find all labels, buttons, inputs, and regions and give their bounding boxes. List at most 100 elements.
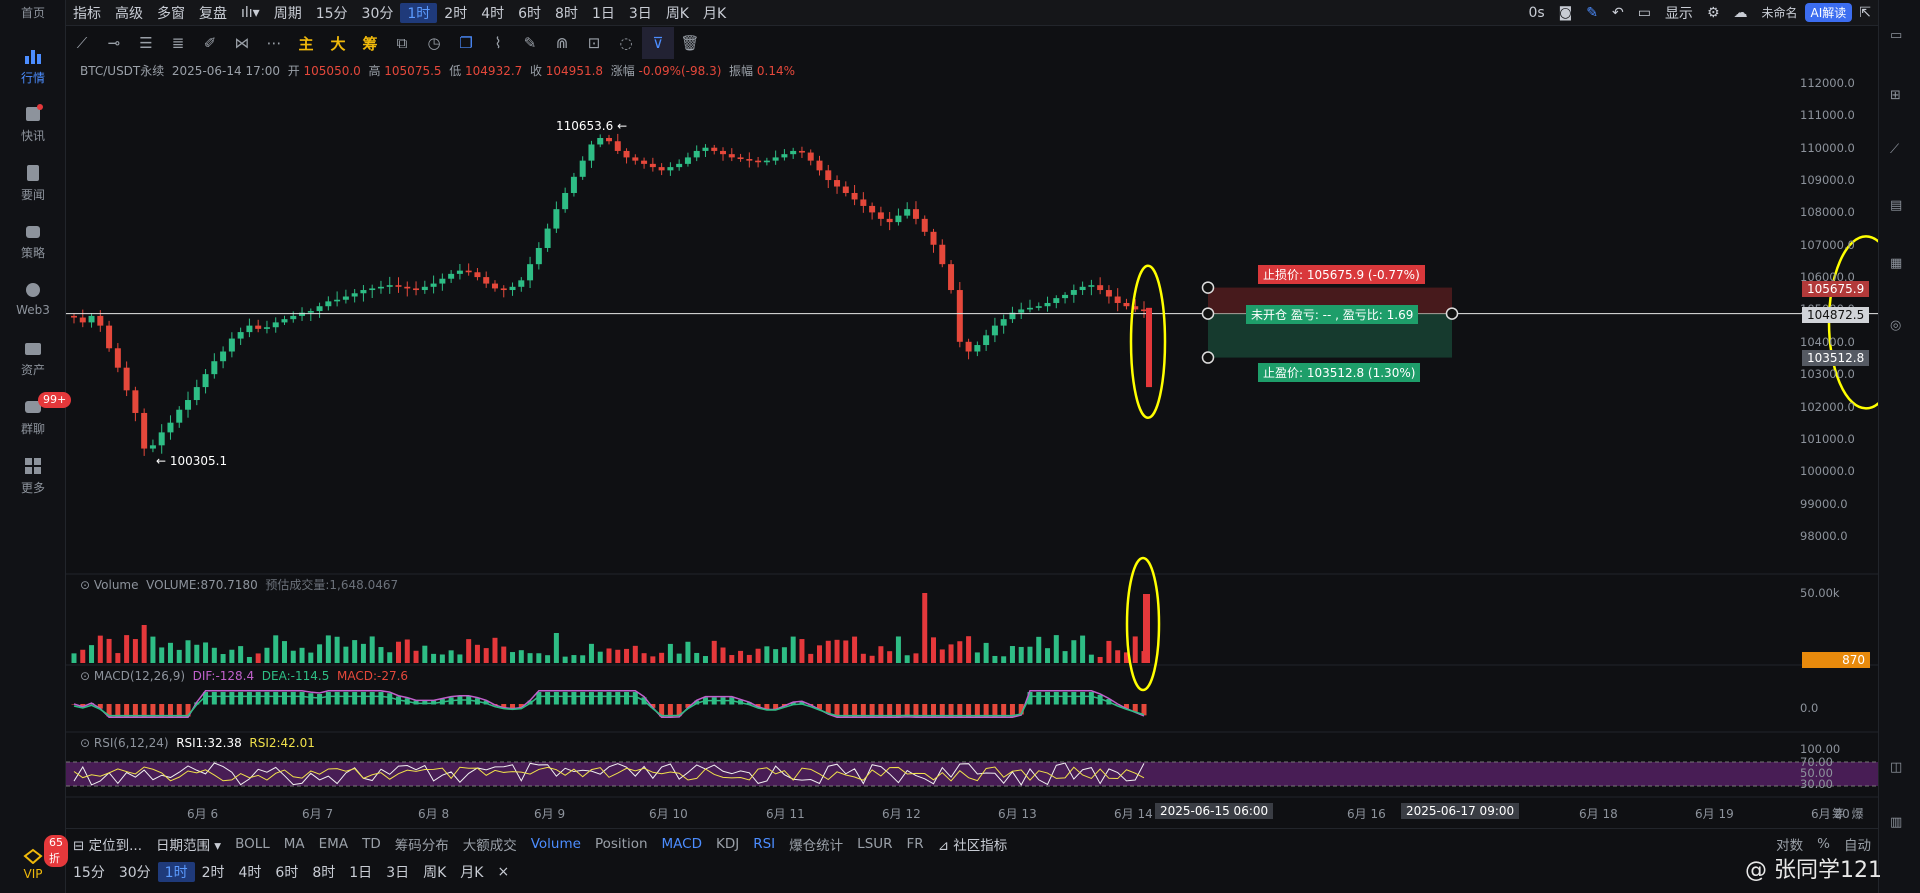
camera-icon[interactable]: ◙ xyxy=(1558,4,1573,21)
tfbar-30m[interactable]: 30分 xyxy=(118,865,151,881)
ai-interpret-button[interactable]: AI解读 xyxy=(1804,3,1853,22)
filter-icon[interactable]: ⊽ xyxy=(642,27,674,59)
community-indicator-button[interactable]: ⊿ 社区指标 xyxy=(937,837,1008,854)
sidebar-stats-icon[interactable]: ▤ xyxy=(1890,198,1903,213)
ruler-icon[interactable]: ⌇ xyxy=(494,34,502,52)
tf-1M[interactable]: 月K xyxy=(703,5,727,22)
ind-macd[interactable]: MACD xyxy=(661,835,702,852)
topbar-replay[interactable]: 复盘 xyxy=(199,5,227,22)
eraser-icon[interactable]: ✎ xyxy=(523,34,537,52)
settings-icon[interactable]: ⚙ xyxy=(1706,4,1720,21)
share-icon[interactable]: ⇱ xyxy=(1859,4,1871,21)
chart-area[interactable] xyxy=(66,0,1878,893)
tfbar-1h[interactable]: 1时 xyxy=(157,862,195,882)
tfbar-1d[interactable]: 1日 xyxy=(349,865,373,881)
ind-ema[interactable]: EMA xyxy=(318,835,349,852)
sidebar-trend-icon[interactable]: ⟋ xyxy=(1890,142,1900,157)
tf-1h[interactable]: 1时 xyxy=(400,2,438,23)
tf-30m[interactable]: 30分 xyxy=(361,5,394,22)
cloud-icon[interactable]: ☁ xyxy=(1733,4,1748,21)
tfbar-close-button[interactable]: × xyxy=(497,864,510,880)
display-button[interactable]: 显示 xyxy=(1664,5,1693,22)
topbar-advanced[interactable]: 高级 xyxy=(115,5,143,22)
sidebar-panel-icon[interactable]: ▦ xyxy=(1890,256,1903,271)
trendline-icon[interactable]: ⟋ xyxy=(76,34,88,52)
trash-icon[interactable]: 🗑 xyxy=(680,34,700,52)
nav-home[interactable]: 首页 xyxy=(0,4,66,21)
tf-4h[interactable]: 4时 xyxy=(481,5,505,22)
pen-icon[interactable]: ✎ xyxy=(1586,4,1598,21)
ind-big-trade[interactable]: 大额成交 xyxy=(462,837,517,854)
ind-rsi[interactable]: RSI xyxy=(753,835,776,852)
big-indicator-button[interactable]: 大 xyxy=(330,34,346,53)
pattern-icon[interactable]: ⋈ xyxy=(234,34,250,52)
alarm-icon[interactable]: ◷ xyxy=(427,34,441,52)
ind-kdj[interactable]: KDJ xyxy=(716,835,740,852)
ind-liquidation[interactable]: 爆仓统计 xyxy=(789,837,844,854)
sidebar-window-icon[interactable]: ▭ xyxy=(1890,28,1903,43)
tfbar-4h[interactable]: 4时 xyxy=(238,865,262,881)
tfbar-3d[interactable]: 3日 xyxy=(386,865,410,881)
layout-name-select[interactable]: 未命名 xyxy=(1761,6,1798,20)
tfbar-6h[interactable]: 6时 xyxy=(275,865,299,881)
nav-more[interactable]: 更多 xyxy=(0,456,66,496)
chip-indicator-button[interactable]: 筹 xyxy=(362,34,378,53)
ind-position[interactable]: Position xyxy=(594,835,648,852)
tf-15m[interactable]: 15分 xyxy=(315,5,348,22)
nav-assets[interactable]: 资产 xyxy=(0,338,66,378)
nav-vip[interactable]: VIP xyxy=(0,848,66,881)
date-range-select[interactable]: 日期范围 ▾ xyxy=(155,837,222,854)
nav-chat[interactable]: 群聊 xyxy=(0,397,66,437)
tfbar-2h[interactable]: 2时 xyxy=(201,865,225,881)
main-indicator-button[interactable]: 主 xyxy=(298,34,314,53)
nav-news[interactable]: 要闻 xyxy=(0,163,66,203)
nav-flash[interactable]: 快讯 xyxy=(0,104,66,144)
undo-icon[interactable]: ↶ xyxy=(1611,4,1624,21)
sidebar-layout-icon[interactable]: ◫ xyxy=(1890,760,1903,775)
tfbar-1w[interactable]: 周K xyxy=(423,865,447,881)
compare-icon[interactable]: ⧉ xyxy=(396,34,408,52)
tf-3d[interactable]: 3日 xyxy=(628,5,652,22)
parallel-lines-icon[interactable]: ☰ xyxy=(139,34,153,52)
percent-scale-toggle[interactable]: % xyxy=(1817,835,1830,852)
nav-web3[interactable]: Web3 xyxy=(0,280,66,317)
sidebar-calc-icon[interactable]: ▥ xyxy=(1890,815,1903,830)
nav-strategy[interactable]: 策略 xyxy=(0,221,66,261)
tf-2h[interactable]: 2时 xyxy=(444,5,468,22)
copy-icon[interactable]: ❐ xyxy=(459,34,473,52)
tf-1w[interactable]: 周K xyxy=(665,5,689,22)
symbol-label[interactable]: BTC/USDT永续 xyxy=(80,64,165,78)
log-scale-toggle[interactable]: 对数 xyxy=(1776,837,1804,854)
tfbar-15m[interactable]: 15分 xyxy=(73,865,105,881)
sidebar-replay-icon[interactable]: ◎ xyxy=(1890,318,1902,333)
more-tools-icon[interactable]: ⋯ xyxy=(266,34,282,52)
ind-boll[interactable]: BOLL xyxy=(235,835,270,852)
brush-icon[interactable]: ✐ xyxy=(203,34,217,52)
ind-lsur[interactable]: LSUR xyxy=(857,835,893,852)
sidebar-chart-icon[interactable]: ⊞ xyxy=(1890,88,1901,103)
tf-8h[interactable]: 8时 xyxy=(555,5,578,22)
tf-1d[interactable]: 1日 xyxy=(591,5,615,22)
lock-icon[interactable]: ⊡ xyxy=(587,34,601,52)
tfbar-8h[interactable]: 8时 xyxy=(312,865,336,881)
tfbar-1M[interactable]: 月K xyxy=(460,865,484,881)
topbar-indicator[interactable]: 指标 xyxy=(73,5,101,22)
auto-scale-toggle[interactable]: 自动 xyxy=(1844,837,1871,854)
ind-chip-dist[interactable]: 筹码分布 xyxy=(394,837,449,854)
ind-td[interactable]: TD xyxy=(362,835,381,852)
hide-icon[interactable]: ◌ xyxy=(619,34,633,52)
nav-market[interactable]: 行情 xyxy=(0,46,66,86)
fib-icon[interactable]: ≣ xyxy=(171,34,185,52)
candle-type-icon[interactable]: ılı▾ xyxy=(241,4,260,21)
locate-button[interactable]: ⊟ 定位到... xyxy=(73,837,142,854)
topbar-period[interactable]: 周期 xyxy=(273,5,302,22)
topbar-multiwindow[interactable]: 多窗 xyxy=(157,5,185,22)
horizontal-line-icon[interactable]: ⊸ xyxy=(107,34,121,52)
layout-icon[interactable]: ▭ xyxy=(1637,4,1651,21)
ind-ma[interactable]: MA xyxy=(283,835,305,852)
magnet-icon[interactable]: ⋒ xyxy=(555,34,569,52)
ind-fr[interactable]: FR xyxy=(906,835,924,852)
ind-volume[interactable]: Volume xyxy=(530,835,581,852)
tf-6h[interactable]: 6时 xyxy=(518,5,542,22)
axis-right-label[interactable]: 筹 爆 xyxy=(1832,807,1864,821)
